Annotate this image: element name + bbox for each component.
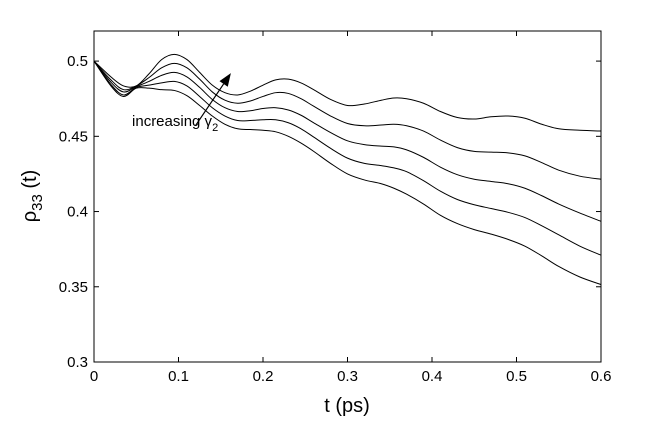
annotation: increasing γ2 (132, 73, 231, 134)
y-axis: 0.3 0.35 0.4 0.45 0.5 (59, 53, 601, 371)
x-axis-title: t (ps) (324, 395, 370, 417)
y-tick-label: 0.35 (59, 279, 88, 296)
annotation-subscript: 2 (212, 122, 218, 134)
series-line-curve-5 (93, 60, 602, 285)
y-tick-label: 0.45 (59, 128, 88, 145)
x-tick-label: 0.1 (168, 368, 189, 385)
x-tick-label: 0.6 (591, 368, 612, 385)
annotation-text: increasing γ2 (132, 113, 218, 134)
series-line-curve-2 (93, 60, 602, 180)
y-axis-title-suffix: (t) (19, 170, 41, 194)
series-line-curve-3 (93, 60, 602, 222)
y-axis-title-subscript: 33 (29, 194, 46, 211)
x-tick-label: 0.2 (253, 368, 274, 385)
x-axis: 0 0.1 0.2 0.3 0.4 0.5 0.6 (90, 31, 612, 385)
y-tick-label: 0.4 (67, 204, 88, 221)
annotation-arrow-head (219, 73, 231, 87)
x-tick-label: 0.3 (337, 368, 358, 385)
series-layer (93, 53, 602, 285)
x-tick-label: 0.4 (422, 368, 443, 385)
y-tick-label: 0.5 (67, 53, 88, 70)
series-line-curve-4 (93, 60, 602, 256)
x-tick-label: 0 (90, 368, 98, 385)
y-tick-label: 0.3 (67, 354, 88, 371)
x-tick-label: 0.5 (506, 368, 527, 385)
y-axis-title-symbol: ρ (19, 211, 41, 222)
series-line-curve-1 (93, 53, 602, 132)
y-axis-title: ρ33 (t) (19, 170, 46, 223)
annotation-label: increasing γ (132, 113, 213, 130)
annotation-arrow-line (194, 83, 225, 127)
plot-frame (93, 30, 602, 363)
